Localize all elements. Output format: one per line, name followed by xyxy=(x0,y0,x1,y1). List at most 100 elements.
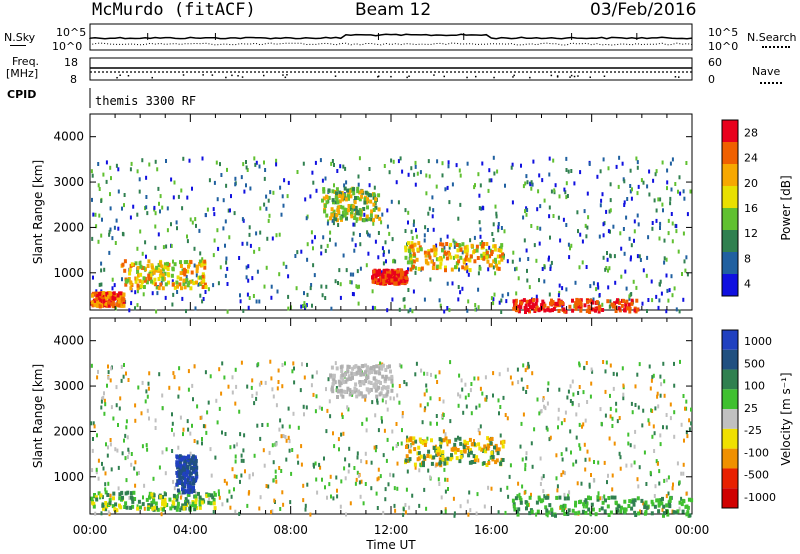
vel-region-1 xyxy=(490,437,494,441)
power-speckle xyxy=(224,243,226,248)
vel-speckle xyxy=(236,442,238,447)
power-speckle xyxy=(382,252,385,257)
vel-region-4 xyxy=(680,502,684,507)
power-speckle xyxy=(238,256,241,260)
vel-speckle xyxy=(148,371,151,376)
power-region-3 xyxy=(404,245,408,250)
power-speckle xyxy=(351,237,354,242)
power-speckle xyxy=(629,257,632,262)
power-speckle xyxy=(136,212,139,217)
power-speckle xyxy=(249,186,252,191)
vel-speckle xyxy=(335,475,338,480)
power-region-5 xyxy=(156,267,160,272)
vel-region-4 xyxy=(650,499,654,504)
vel-speckle xyxy=(584,418,587,423)
power-region-1 xyxy=(528,305,532,310)
power-region-1 xyxy=(579,308,583,313)
vel-speckle xyxy=(647,418,650,423)
vel-region-0 xyxy=(355,394,359,399)
vel-region-4 xyxy=(538,497,542,502)
power-region-1 xyxy=(517,309,521,314)
power-speckle xyxy=(669,201,672,206)
power-region-3 xyxy=(434,251,438,256)
power-speckle xyxy=(488,178,491,183)
power-region-5 xyxy=(198,275,202,280)
vel-speckle xyxy=(107,370,110,375)
power-region-3 xyxy=(432,262,436,267)
power-speckle xyxy=(217,281,220,286)
vel-speckle xyxy=(272,478,275,483)
power-speckle xyxy=(601,192,604,197)
vel-region-2 xyxy=(151,506,155,511)
vel-region-1 xyxy=(501,440,505,445)
power-speckle xyxy=(331,218,334,223)
vel-region-1 xyxy=(424,439,428,444)
power-region-4 xyxy=(363,200,367,205)
power-speckle xyxy=(506,259,509,264)
power-speckle xyxy=(115,218,118,223)
power-speckle xyxy=(358,284,360,289)
vel-speckle xyxy=(379,361,382,366)
power-region-4 xyxy=(349,194,353,199)
vel-region-1 xyxy=(413,447,417,452)
power-speckle xyxy=(245,183,247,188)
power-speckle xyxy=(465,263,468,267)
vel-speckle xyxy=(449,419,452,424)
vel-speckle xyxy=(271,387,274,392)
vel-speckle xyxy=(429,421,432,426)
power-speckle xyxy=(615,164,618,169)
power-speckle xyxy=(444,187,447,192)
vel-speckle xyxy=(173,486,176,491)
vel-region-2 xyxy=(99,493,103,498)
vel-region-4 xyxy=(584,510,588,515)
power-speckle xyxy=(638,254,641,259)
vel-speckle xyxy=(171,421,174,426)
power-speckle xyxy=(349,272,352,277)
power-region-2 xyxy=(377,278,381,283)
vel-speckle xyxy=(409,444,412,449)
power-region-0 xyxy=(93,302,97,307)
power-speckle xyxy=(368,233,371,238)
power-region-0 xyxy=(102,294,106,299)
power-region-1 xyxy=(524,303,528,308)
vel-region-0 xyxy=(388,364,391,369)
power-region-4 xyxy=(335,191,338,196)
vel-speckle xyxy=(384,487,387,492)
vel-speckle xyxy=(504,510,507,515)
power-speckle xyxy=(246,241,249,246)
vel-region-0 xyxy=(339,381,343,386)
power-speckle xyxy=(164,295,167,300)
vel-speckle xyxy=(348,446,351,451)
vel-speckle xyxy=(325,429,328,434)
freq-tick-top: 18 xyxy=(64,56,78,69)
power-speckle xyxy=(321,178,324,183)
vel-speckle xyxy=(634,403,637,407)
vel-speckle xyxy=(524,368,527,373)
power-region-3 xyxy=(461,265,465,270)
vel-speckle xyxy=(234,454,237,459)
power-region-4 xyxy=(336,200,340,205)
vel-region-4 xyxy=(633,510,637,515)
power-speckle xyxy=(565,223,568,227)
power-region-5 xyxy=(161,273,165,278)
vel-speckle xyxy=(522,412,525,417)
vel-speckle xyxy=(260,380,263,385)
vel-colorbar-tick: -100 xyxy=(744,446,769,459)
vel-region-1 xyxy=(483,444,487,449)
power-region-1 xyxy=(514,304,518,309)
vel-colorbar-tick: -500 xyxy=(744,469,769,482)
vel-speckle xyxy=(395,422,398,426)
power-region-5 xyxy=(143,278,147,283)
power-speckle xyxy=(477,271,480,276)
vel-speckle xyxy=(638,465,641,470)
power-speckle xyxy=(636,191,639,196)
vel-speckle xyxy=(546,401,549,406)
power-speckle xyxy=(352,231,355,236)
power-region-5 xyxy=(151,267,155,272)
power-speckle xyxy=(201,156,204,161)
vel-speckle xyxy=(665,494,668,499)
power-speckle xyxy=(386,208,389,213)
power-region-4 xyxy=(353,200,357,205)
power-speckle xyxy=(255,231,258,236)
power-speckle xyxy=(367,232,369,237)
